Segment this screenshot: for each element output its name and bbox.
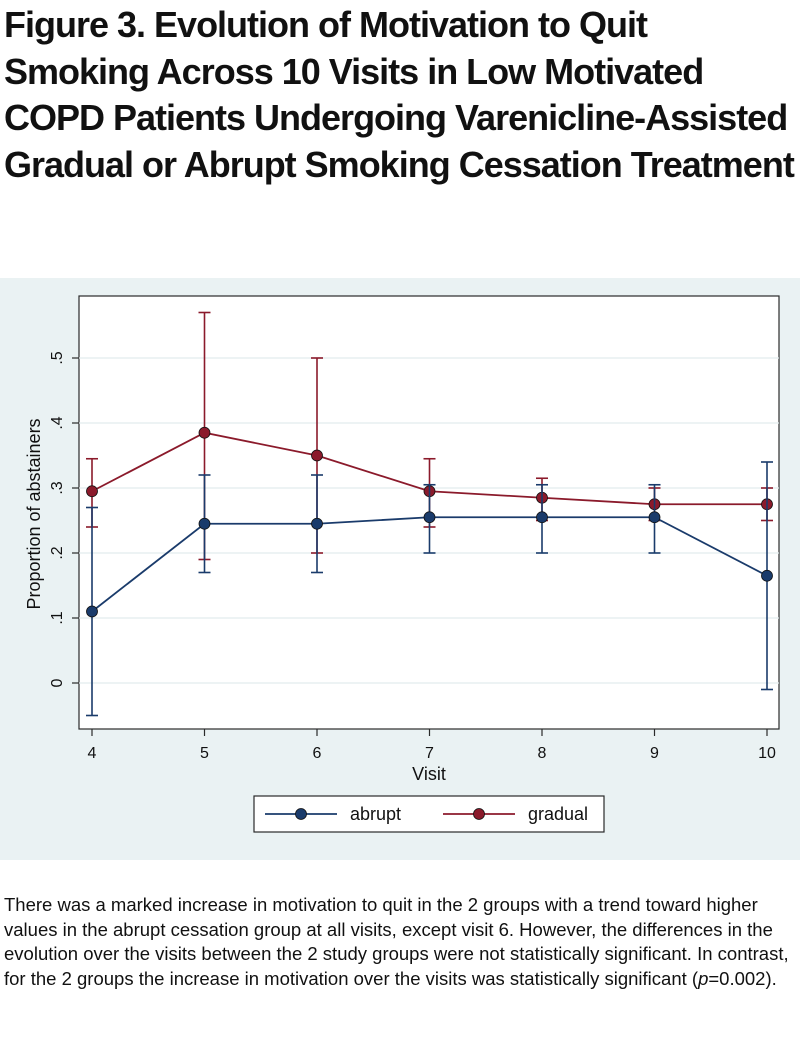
legend-item-gradual: gradual: [443, 804, 588, 824]
x-axis-label: Visit: [412, 764, 446, 784]
legend-label: abrupt: [350, 804, 401, 824]
caption-text: There was a marked increase in motivatio…: [4, 894, 789, 989]
x-axis: 4 5 6 7 8 9 10: [88, 729, 776, 762]
caption-p-value: =0.002).: [708, 967, 777, 989]
x-tick-label: 5: [200, 745, 209, 762]
figure-title: Figure 3. Evolution of Motivation to Qui…: [4, 4, 795, 185]
data-point: [86, 485, 98, 498]
y-tick-label: .5: [49, 351, 66, 364]
y-tick-label: .4: [49, 416, 66, 429]
data-point: [311, 517, 323, 530]
x-tick-label: 8: [538, 745, 547, 762]
data-point: [198, 517, 211, 530]
legend-marker: [473, 808, 485, 820]
x-tick-label: 4: [88, 745, 97, 762]
caption-p-symbol: p: [698, 967, 709, 989]
chart: 0 .1 .2 .3 .4 .5 4 5 6 7 8 9 10 Visit Proportion of…: [24, 295, 780, 833]
y-tick-label: .1: [49, 611, 66, 624]
x-tick-label: 10: [758, 745, 776, 762]
data-point: [86, 605, 98, 618]
y-tick-label: .3: [49, 481, 66, 494]
series-abrupt: [86, 461, 773, 717]
y-tick-label: 0: [49, 678, 66, 687]
data-point: [761, 569, 773, 582]
data-point: [198, 426, 211, 439]
legend-label: gradual: [528, 804, 588, 824]
y-tick-label: .2: [49, 546, 66, 559]
y-axis-label: Proportion of abstainers: [24, 418, 44, 609]
figure-caption: There was a marked increase in motivatio…: [4, 893, 796, 991]
data-point: [536, 511, 548, 524]
data-point: [423, 511, 436, 524]
y-axis: 0 .1 .2 .3 .4 .5: [49, 351, 79, 687]
chart-panel: 0 .1 .2 .3 .4 .5 4 5 6 7 8 9 10 Visit Proportion of…: [0, 278, 800, 860]
series-layer: [86, 311, 773, 717]
legend: abrupt gradual: [253, 795, 605, 833]
x-tick-label: 9: [650, 745, 659, 762]
data-point: [648, 511, 661, 524]
x-tick-label: 7: [425, 745, 434, 762]
legend-item-abrupt: abrupt: [265, 804, 401, 824]
x-tick-label: 6: [313, 745, 322, 762]
data-point: [311, 449, 323, 462]
grid-lines: [79, 357, 779, 684]
legend-marker: [295, 808, 307, 820]
